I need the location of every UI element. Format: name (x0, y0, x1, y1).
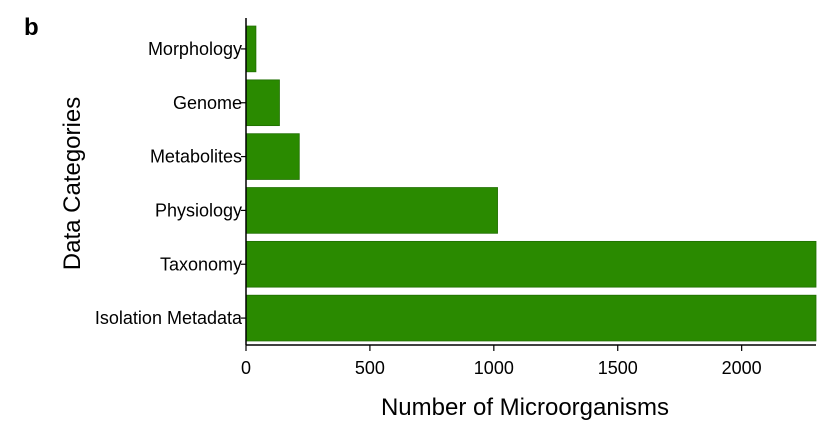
bar-isolation-metadata (245, 294, 817, 342)
x-tick-label: 1000 (474, 358, 514, 378)
y-ticks-group: Isolation Metadata Taxonomy Physiology Meta… (95, 39, 246, 328)
x-tick-label: 2000 (722, 358, 762, 378)
bar-physiology (245, 187, 498, 234)
bar-genome (245, 79, 280, 127)
y-tick-label: Physiology (155, 200, 242, 220)
bar-morphology (245, 25, 257, 73)
x-tick-label: 500 (355, 358, 385, 378)
x-tick-label: 1500 (598, 358, 638, 378)
y-tick-label: Taxonomy (160, 254, 242, 274)
y-tick-label: Isolation Metadata (95, 308, 243, 328)
x-tick-label: 0 (241, 358, 251, 378)
bar-metabolites (245, 133, 300, 180)
bars-group (245, 25, 817, 342)
y-tick-label: Genome (173, 93, 242, 113)
panel-label: b (24, 14, 39, 41)
x-axis-title: Number of Microorganisms (381, 394, 669, 421)
y-axis-title: Data Categories (59, 97, 86, 270)
bar-taxonomy (245, 240, 817, 288)
y-tick-label: Metabolites (150, 147, 242, 167)
y-tick-label: Morphology (148, 39, 242, 59)
x-ticks-group: 0 500 1000 1500 2000 (241, 345, 762, 378)
